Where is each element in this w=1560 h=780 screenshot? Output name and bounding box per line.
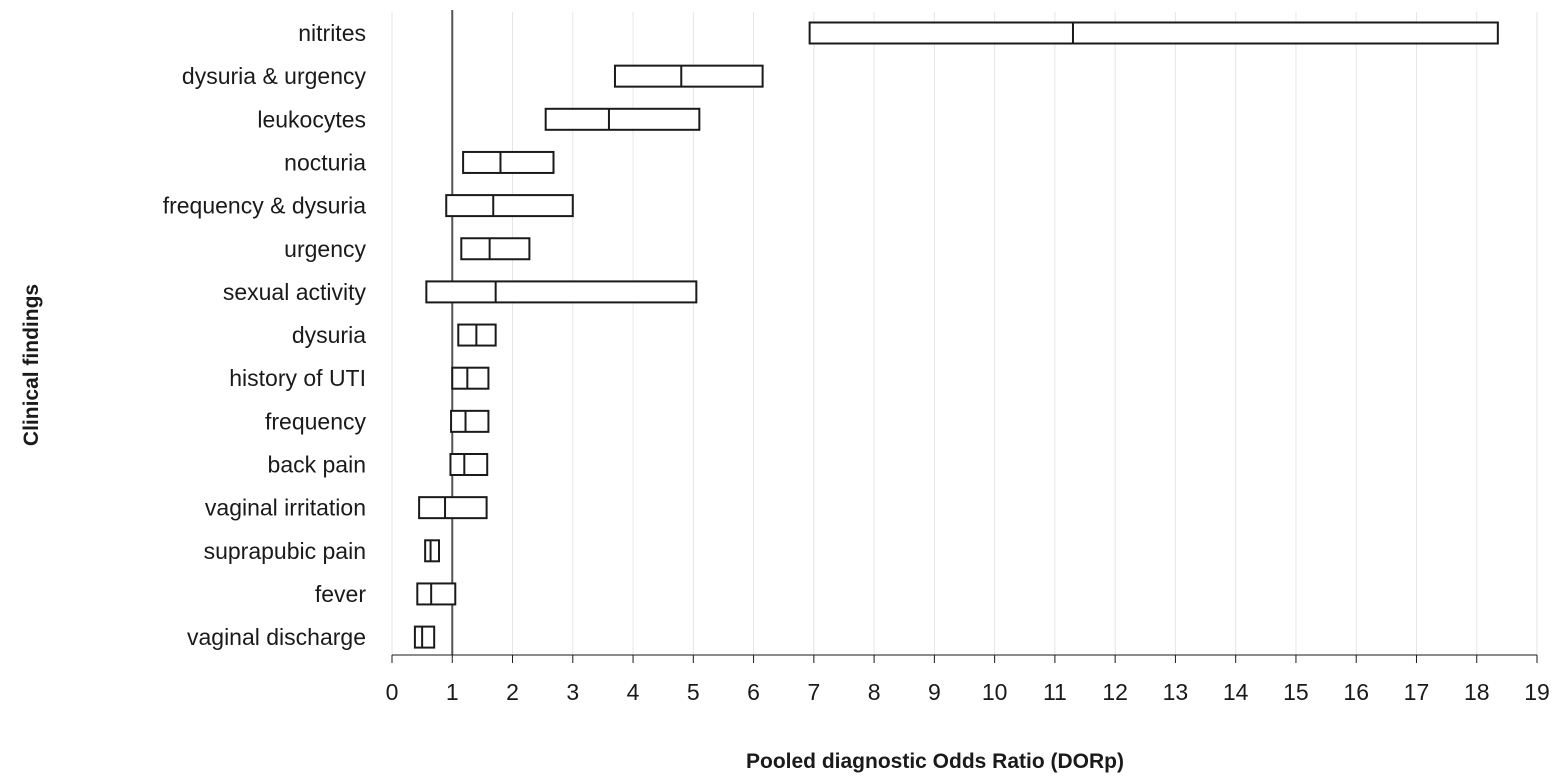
x-tick-label-17: 17 — [1404, 679, 1430, 705]
category-label-nocturia: nocturia — [284, 149, 366, 175]
interval-box-fever — [416, 582, 457, 606]
x-tick-label-2: 2 — [506, 679, 519, 705]
x-tick-label-11: 11 — [1043, 679, 1067, 705]
category-label-dysuria-urgency: dysuria & urgency — [182, 63, 367, 89]
interval-box-sexual-activity — [425, 280, 698, 304]
interval-box-nitrites — [808, 21, 1499, 45]
x-tick-label-0: 0 — [386, 679, 399, 705]
category-label-vaginal-irritation: vaginal irritation — [205, 495, 366, 521]
category-label-suprapubic-pain: suprapubic pain — [204, 538, 366, 564]
x-axis-ticks: 0 1 2 3 4 5 6 7 8 9 10 11 12 13 14 15 16 17 18 19 — [386, 654, 1550, 705]
category-label-history-of-uti: history of UTI — [229, 365, 366, 391]
x-tick-label-18: 18 — [1464, 679, 1490, 705]
category-label-dysuria: dysuria — [292, 322, 366, 348]
x-tick-label-13: 13 — [1163, 679, 1189, 705]
category-label-urgency: urgency — [284, 236, 366, 262]
interval-box-back-pain — [449, 453, 489, 476]
x-tick-label-19: 19 — [1524, 679, 1550, 705]
interval-box-vaginal-discharge — [413, 625, 436, 649]
category-label-frequency-dysuria: frequency & dysuria — [163, 193, 366, 219]
x-tick-label-12: 12 — [1102, 679, 1128, 705]
category-labels: nitrites dysuria & urgency leukocytes noctu… — [163, 20, 367, 650]
interval-box-dysuria-urgency — [613, 64, 764, 88]
interval-box-leukocytes — [544, 107, 701, 131]
category-label-vaginal-discharge: vaginal discharge — [187, 624, 366, 650]
x-tick-label-3: 3 — [566, 679, 579, 705]
interval-box-nocturia — [462, 150, 555, 174]
interval-box-history-of-uti — [451, 366, 490, 390]
interval-box-suprapubic-pain — [424, 539, 441, 563]
interval-boxes — [413, 21, 1499, 649]
x-tick-label-6: 6 — [747, 679, 760, 705]
category-label-sexual-activity: sexual activity — [223, 279, 367, 305]
x-tick-label-16: 16 — [1343, 679, 1369, 705]
x-tick-label-8: 8 — [868, 679, 881, 705]
y-axis-title: Clinical findings — [20, 284, 43, 446]
x-tick-label-1: 1 — [446, 679, 459, 705]
category-label-fever: fever — [315, 581, 366, 607]
x-axis-title: Pooled diagnostic Odds Ratio (DORp) — [746, 750, 1124, 773]
x-tick-label-14: 14 — [1223, 679, 1249, 705]
x-tick-label-4: 4 — [627, 679, 640, 705]
category-label-nitrites: nitrites — [298, 20, 366, 46]
x-tick-label-9: 9 — [928, 679, 941, 705]
category-label-back-pain: back pain — [268, 452, 366, 478]
category-label-leukocytes: leukocytes — [257, 106, 366, 132]
x-tick-label-10: 10 — [982, 679, 1008, 705]
interval-box-frequency-dysuria — [445, 194, 574, 218]
category-label-frequency: frequency — [265, 408, 367, 434]
interval-box-urgency — [460, 237, 531, 261]
x-tick-label-7: 7 — [807, 679, 820, 705]
x-tick-label-5: 5 — [687, 679, 700, 705]
interval-box-frequency — [450, 409, 490, 433]
x-tick-label-15: 15 — [1283, 679, 1309, 705]
interval-box-vaginal-irritation — [418, 496, 488, 520]
